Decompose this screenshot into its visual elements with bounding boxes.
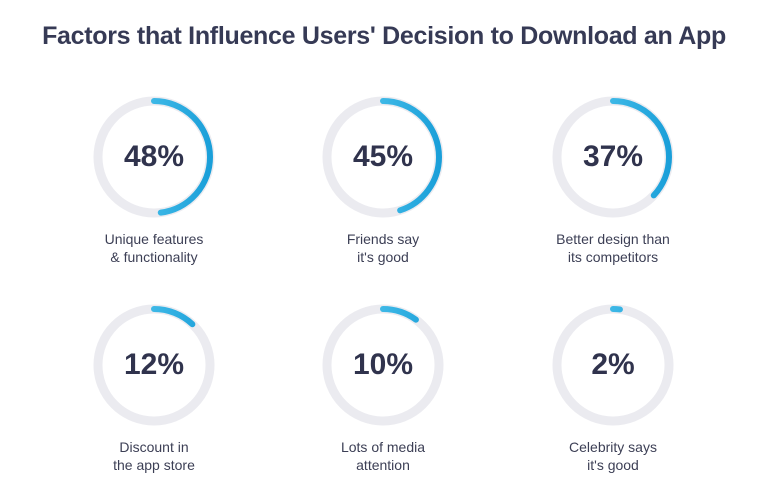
gauge-ring — [93, 304, 215, 426]
gauge-label-line: Discount in — [119, 439, 189, 455]
gauge-ring — [322, 96, 444, 218]
gauge-label-line: it's good — [357, 249, 409, 265]
gauge-label: Lots of media attention — [283, 438, 483, 474]
gauge-ring — [552, 96, 674, 218]
gauge-arc — [324, 306, 442, 424]
gauge-label-line: the app store — [113, 457, 195, 473]
gauge-label-line: Friends say — [346, 231, 420, 247]
gauge-label-line: Celebrity says — [569, 439, 657, 455]
gauge-label-line: & functionality — [110, 249, 198, 265]
gauge-arc — [95, 306, 213, 424]
gauge-label: Friends say it's good — [283, 230, 483, 266]
gauge-label-line: it's good — [587, 457, 639, 473]
gauge-label: Celebrity says it's good — [513, 438, 713, 474]
gauge-arc — [554, 98, 672, 216]
gauge-label-line: its competitors — [567, 249, 659, 265]
gauge-item: 48% Unique features & functionality — [54, 92, 254, 266]
gauge-label-line: Unique features — [104, 231, 204, 247]
gauge-arc — [95, 98, 213, 216]
gauge-label-line: Better design than — [556, 231, 670, 247]
gauge-label: Unique features & functionality — [54, 230, 254, 266]
gauge-value: 37% — [582, 140, 644, 173]
gauge-item: 12% Discount in the app store — [54, 300, 254, 474]
gauge-ring — [322, 304, 444, 426]
gauge-item: 45% Friends say it's good — [283, 92, 483, 266]
gauge-item: 37% Better design than its competitors — [513, 92, 713, 266]
gauge-label-line: Lots of media — [340, 439, 426, 455]
gauge-ring — [552, 304, 674, 426]
gauge-value: 12% — [123, 348, 185, 381]
gauge-ring — [93, 96, 215, 218]
gauge-item: 10% Lots of media attention — [283, 300, 483, 474]
gauge-value: 45% — [352, 140, 414, 173]
gauge-label: Discount in the app store — [54, 438, 254, 474]
gauge-label: Better design than its competitors — [513, 230, 713, 266]
gauge-label-line: attention — [356, 457, 410, 473]
gauge-arc — [554, 306, 672, 424]
chart-title: Factors that Influence Users' Decision t… — [42, 22, 726, 50]
gauge-value: 2% — [591, 348, 635, 381]
gauge-arc — [324, 98, 442, 216]
gauge-value: 48% — [123, 140, 185, 173]
gauge-item: 2% Celebrity says it's good — [513, 300, 713, 474]
gauge-value: 10% — [352, 348, 414, 381]
